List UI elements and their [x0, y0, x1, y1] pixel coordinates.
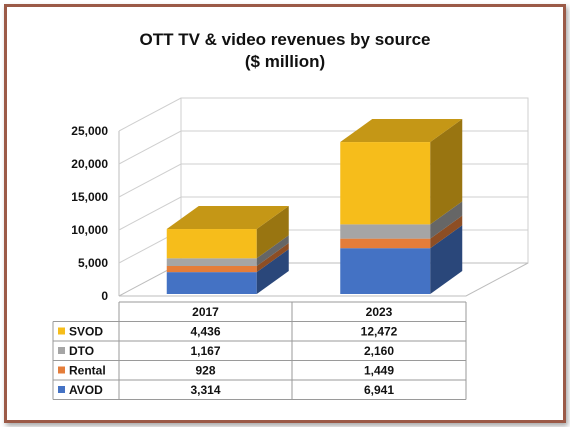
table-cell-avod-2017: 3,314 [190, 383, 220, 397]
table-cell-rental-2017: 928 [195, 364, 215, 378]
table-cell-dto-2017: 1,167 [190, 344, 220, 358]
legend-key-svod [58, 327, 65, 335]
legend-label-avod: AVOD [69, 383, 103, 397]
bar-svod-2023 [340, 142, 431, 225]
legend-key-rental [58, 366, 65, 374]
bar-side-rental-2017 [256, 243, 289, 273]
chart-subtitle: ($ million) [244, 52, 326, 71]
bar-rental-2017 [166, 266, 257, 273]
y-tick-label: 5,000 [78, 256, 108, 270]
bar-avod-2023 [340, 248, 431, 294]
bar-side-dto-2023 [430, 201, 463, 239]
bar-rental-2023 [340, 238, 431, 249]
bar-side-svod-2023 [430, 119, 463, 225]
bar-side-svod-2017 [256, 206, 289, 259]
table-cell-rental-2023: 1,449 [364, 364, 394, 378]
legend-label-svod: SVOD [69, 325, 103, 339]
bar-side-rental-2023 [430, 215, 463, 249]
table-cell-svod-2023: 12,472 [361, 325, 398, 339]
table-header-2023: 2023 [366, 305, 393, 319]
y-tick-label: 0 [101, 289, 108, 303]
legend-label-dto: DTO [69, 344, 94, 358]
bar-dto-2017 [166, 258, 257, 267]
y-tick-label: 15,000 [71, 190, 108, 204]
bar-top-2017 [166, 206, 289, 230]
bar-dto-2023 [340, 224, 431, 239]
bar-top-2023 [340, 119, 463, 143]
table-cell-avod-2023: 6,941 [364, 383, 394, 397]
bar-side-avod-2023 [430, 225, 463, 294]
bar-svod-2017 [166, 229, 257, 259]
chart-title-line: OTT TV & video revenues by source [139, 30, 431, 49]
bar-side-avod-2017 [256, 249, 289, 294]
gridline [118, 97, 528, 132]
bar-side-dto-2017 [256, 235, 289, 267]
legend-key-avod [58, 386, 65, 393]
table-cell-svod-2017: 4,436 [190, 325, 220, 339]
bar-avod-2017 [166, 272, 257, 294]
y-tick-label: 10,000 [71, 223, 108, 237]
table-cell-dto-2023: 2,160 [364, 344, 394, 358]
legend-label-rental: Rental [69, 364, 106, 378]
chart-frame: OTT TV & video revenues by source ($ mil… [4, 4, 566, 423]
y-tick-label: 25,000 [71, 124, 108, 138]
chart-title: OTT TV & video revenues by source ($ mil… [7, 29, 563, 73]
table-header-2017: 2017 [192, 305, 219, 319]
chart-svg: 0 5,000 10,000 15,000 20,000 25,000 2017 2023 SV… [52, 97, 529, 400]
legend-key-dto [58, 347, 65, 354]
y-tick-label: 20,000 [71, 157, 108, 171]
